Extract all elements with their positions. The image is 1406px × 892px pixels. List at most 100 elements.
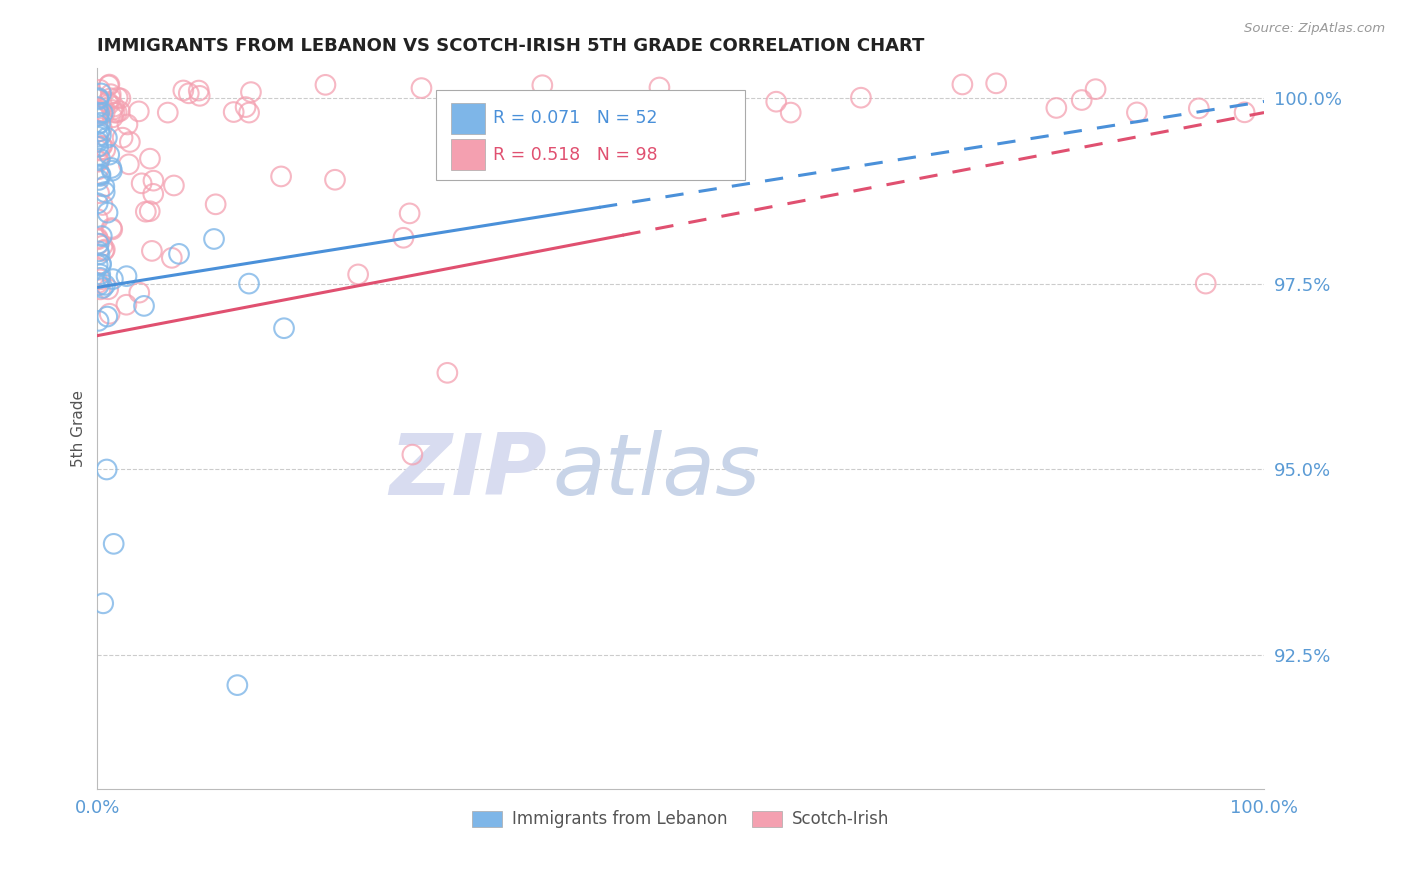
Point (118, 157, 141, 171)
Point (188, 88, 211, 103)
Point (89, 270, 111, 285)
Point (103, 100, 125, 114)
Point (765, 95, 787, 109)
Text: ZIP: ZIP (389, 430, 547, 514)
Point (690, 105, 713, 120)
Text: atlas: atlas (553, 430, 761, 514)
Point (96, 310, 118, 324)
Point (100, 161, 122, 175)
Point (87, 236, 110, 251)
Point (87, 244, 110, 259)
Point (89, 272, 111, 286)
Point (91, 596, 114, 610)
Point (86, 135, 108, 149)
Point (87, 144, 110, 158)
Point (101, 163, 124, 178)
Point (347, 268, 370, 282)
Point (87, 154, 110, 169)
Point (172, 83, 194, 97)
Point (86, 212, 108, 227)
Point (103, 537, 125, 551)
Point (101, 103, 124, 117)
Point (128, 104, 150, 119)
Point (204, 197, 226, 211)
Point (132, 299, 155, 313)
Point (87, 236, 110, 251)
Point (91, 139, 114, 153)
Point (89, 168, 111, 182)
Point (135, 204, 157, 219)
Point (87, 129, 110, 144)
Legend: Immigrants from Lebanon, Scotch-Irish: Immigrants from Lebanon, Scotch-Irish (465, 804, 896, 835)
Point (90, 121, 112, 136)
Point (90, 87, 112, 101)
Point (89, 268, 111, 282)
Point (101, 272, 124, 286)
Point (235, 100, 257, 114)
Point (86, 100, 108, 114)
Point (411, 81, 433, 95)
Point (87, 92, 110, 106)
Point (139, 152, 162, 166)
Point (142, 174, 165, 188)
Point (467, 98, 489, 112)
Point (436, 366, 458, 380)
Text: IMMIGRANTS FROM LEBANON VS SCOTCH-IRISH 5TH GRADE CORRELATION CHART: IMMIGRANTS FROM LEBANON VS SCOTCH-IRISH … (97, 37, 925, 55)
Point (131, 177, 153, 191)
Point (779, 105, 801, 120)
Point (100, 87, 122, 102)
Text: Source: ZipAtlas.com: Source: ZipAtlas.com (1244, 22, 1385, 36)
Point (96, 205, 118, 219)
Point (238, 105, 260, 120)
Point (93, 244, 115, 258)
Point (101, 222, 124, 236)
Point (463, 100, 485, 114)
Point (392, 231, 415, 245)
Point (314, 78, 336, 92)
Point (98, 97, 121, 112)
Point (111, 130, 134, 145)
Point (86, 258, 108, 272)
Point (1188, 101, 1211, 115)
Point (93, 179, 115, 194)
Point (1070, 93, 1092, 107)
Point (238, 277, 260, 291)
Point (89, 124, 111, 138)
Point (177, 87, 200, 101)
Point (222, 105, 245, 120)
Point (90, 257, 112, 271)
Point (86, 232, 108, 246)
Point (398, 206, 420, 220)
Point (94, 277, 117, 292)
Point (89, 104, 111, 119)
Point (627, 95, 650, 110)
Point (91, 105, 114, 120)
Point (648, 80, 671, 95)
Point (89, 169, 111, 183)
Point (93, 185, 115, 199)
Point (90, 139, 112, 153)
Point (101, 111, 124, 125)
Point (91, 107, 114, 121)
Point (90, 229, 112, 244)
Point (323, 173, 346, 187)
Point (401, 448, 423, 462)
Point (117, 118, 139, 132)
Point (89, 152, 111, 166)
Point (87, 162, 110, 177)
Point (86, 196, 108, 211)
Point (87, 276, 110, 290)
Point (167, 247, 190, 261)
Point (105, 105, 128, 120)
Point (90, 257, 112, 271)
Point (110, 91, 132, 105)
Point (156, 105, 179, 120)
Point (103, 105, 125, 120)
Point (115, 298, 138, 312)
Point (89, 282, 111, 296)
Point (91, 198, 114, 212)
Point (94, 143, 117, 157)
Point (270, 169, 292, 184)
Point (160, 251, 183, 265)
Point (89, 116, 111, 130)
